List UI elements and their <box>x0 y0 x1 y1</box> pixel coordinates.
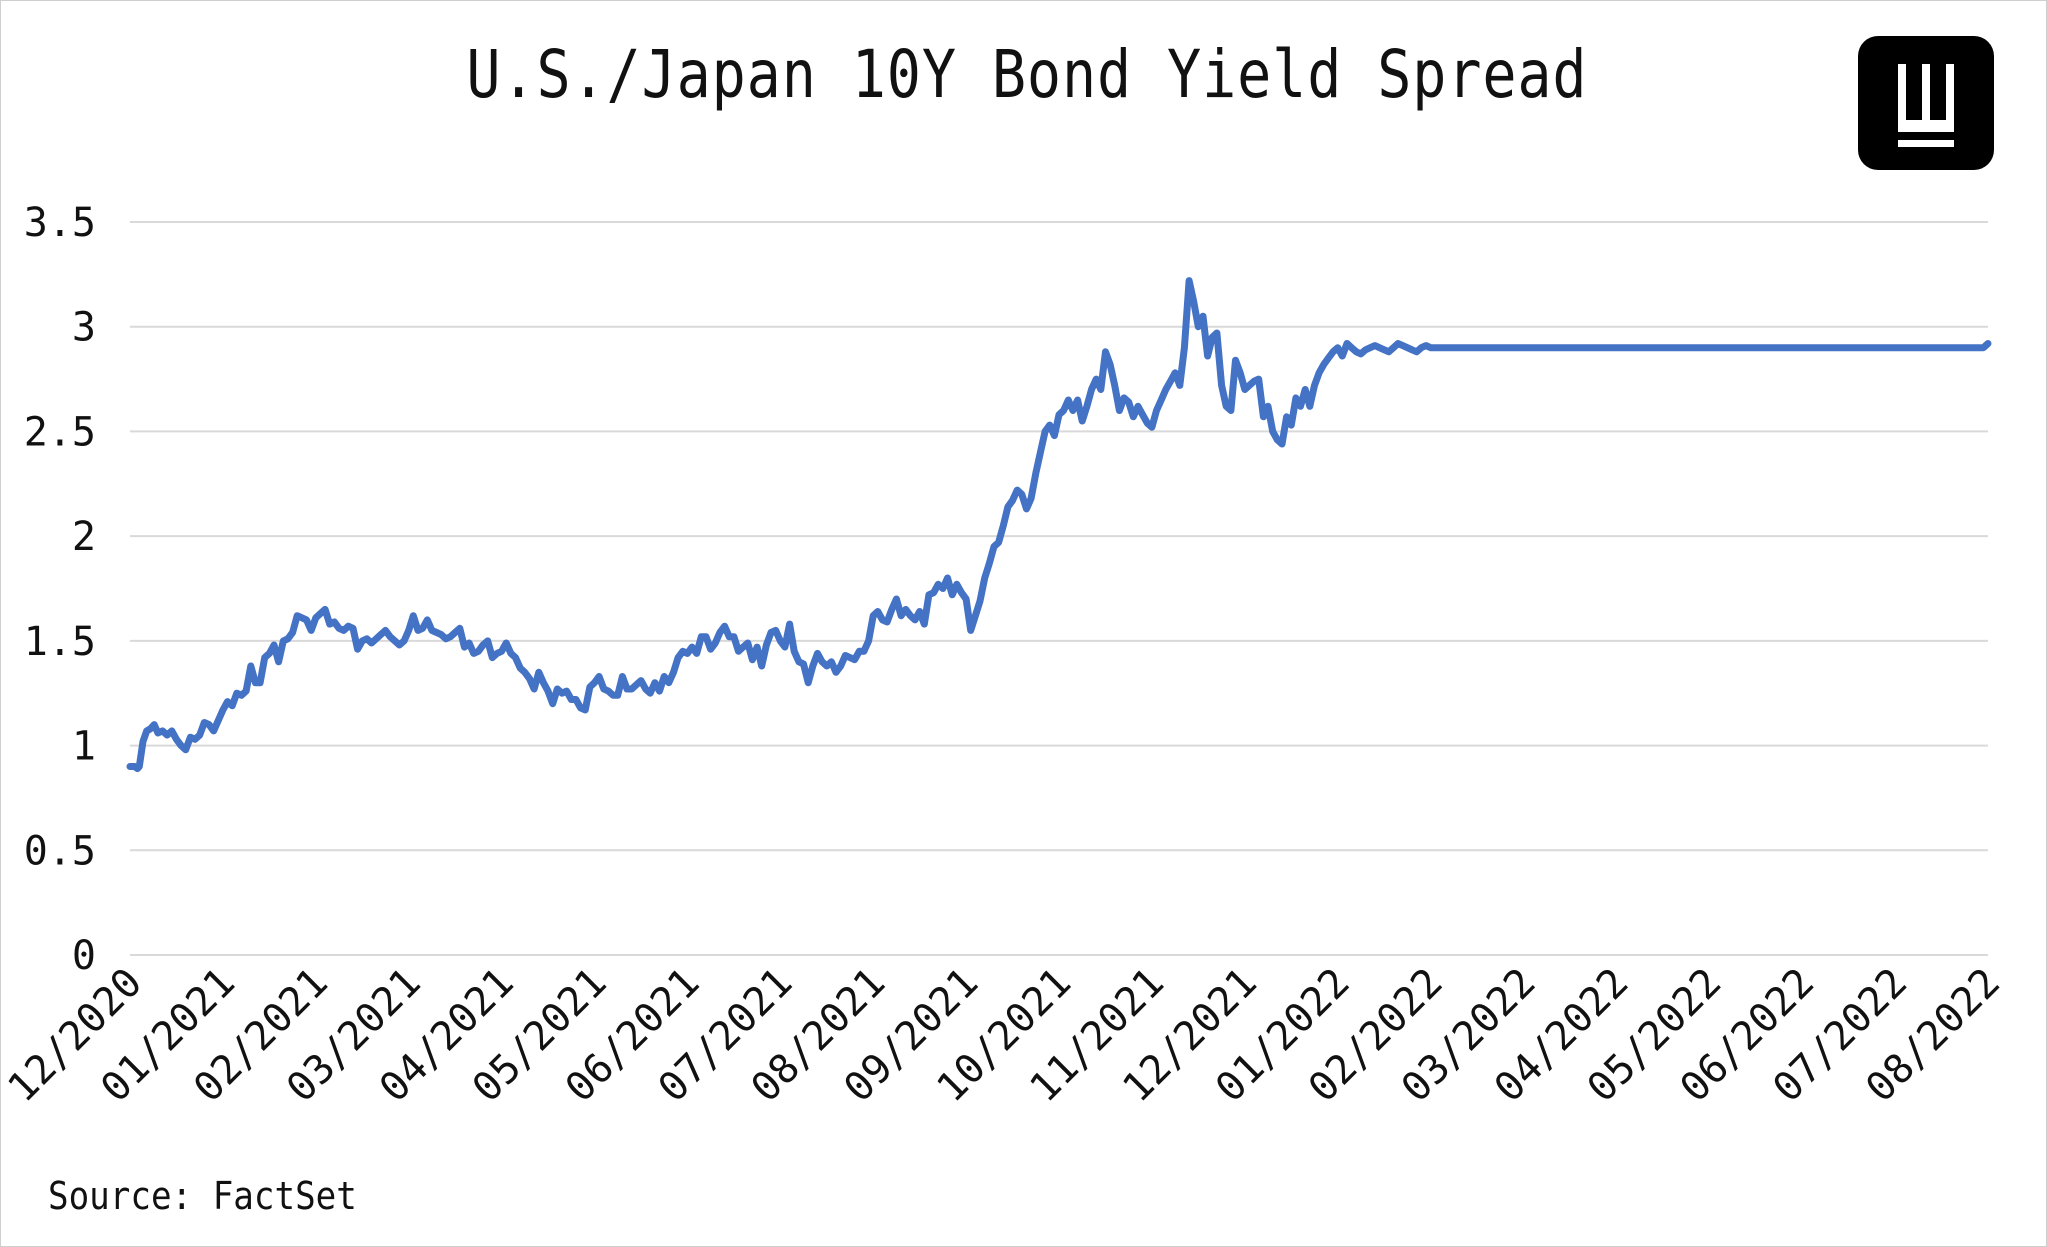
w-logo-icon <box>1858 36 1994 170</box>
y-tick-label: 0.5 <box>24 828 96 874</box>
y-tick-label: 0 <box>72 933 96 979</box>
y-tick-label: 1.5 <box>24 619 96 665</box>
source-note: Source: FactSet <box>48 1174 357 1218</box>
y-tick-label: 3 <box>72 305 96 351</box>
series-line <box>126 277 1992 773</box>
y-tick-label: 2.5 <box>24 409 96 455</box>
y-tick-label: 1 <box>72 724 96 770</box>
chart-title: U.S./Japan 10Y Bond Yield Spread <box>466 36 1588 113</box>
y-tick-label: 3.5 <box>24 200 96 246</box>
w-logo-glyph <box>1898 64 1954 147</box>
y-tick-label: 2 <box>72 514 96 560</box>
